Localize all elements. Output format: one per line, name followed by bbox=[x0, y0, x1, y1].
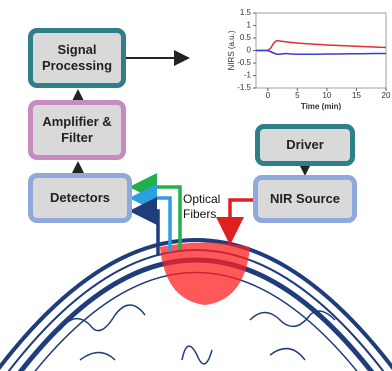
signal-processing-box: Signal Processing bbox=[28, 28, 126, 88]
fiber-label: Optical Fibers bbox=[183, 192, 233, 222]
box-label: Driver bbox=[286, 137, 324, 153]
light-region bbox=[160, 243, 250, 306]
y-tick-label: -1.5 bbox=[237, 83, 251, 92]
nirs-chart: -1.5 -1 -0.5 0 0.5 1 1.5 0 5 10 15 20 Time (min) NIRS… bbox=[227, 8, 391, 111]
x-tick-label: 5 bbox=[295, 91, 300, 100]
y-axis-label: NIRS (a.u.) bbox=[227, 30, 236, 70]
detectors-box: Detectors bbox=[28, 173, 132, 223]
box-label: Signal Processing bbox=[33, 42, 121, 73]
series-line bbox=[256, 41, 386, 51]
y-tick-label: -1 bbox=[244, 71, 252, 80]
x-tick-label: 0 bbox=[266, 91, 271, 100]
plot-frame bbox=[256, 13, 386, 88]
x-tick-label: 10 bbox=[322, 91, 331, 100]
y-tick-label: -0.5 bbox=[237, 58, 251, 67]
box-label: NIR Source bbox=[270, 191, 340, 207]
amplifier-box: Amplifier & Filter bbox=[28, 100, 126, 160]
driver-box: Driver bbox=[255, 124, 355, 166]
x-axis-label: Time (min) bbox=[301, 102, 342, 111]
x-tick-label: 20 bbox=[382, 91, 391, 100]
series-line bbox=[256, 51, 386, 55]
nir-source-box: NIR Source bbox=[253, 175, 357, 223]
y-tick-label: 1 bbox=[247, 21, 252, 30]
y-tick-label: 0 bbox=[247, 46, 252, 55]
y-tick-label: 0.5 bbox=[240, 33, 252, 42]
box-label: Detectors bbox=[50, 190, 110, 206]
diagram: -1.5 -1 -0.5 0 0.5 1 1.5 0 5 10 15 20 Time (min) NIRS… bbox=[0, 0, 392, 371]
y-tick-label: 1.5 bbox=[240, 8, 252, 17]
box-label: Amplifier & Filter bbox=[37, 114, 117, 145]
x-tick-label: 15 bbox=[352, 91, 361, 100]
